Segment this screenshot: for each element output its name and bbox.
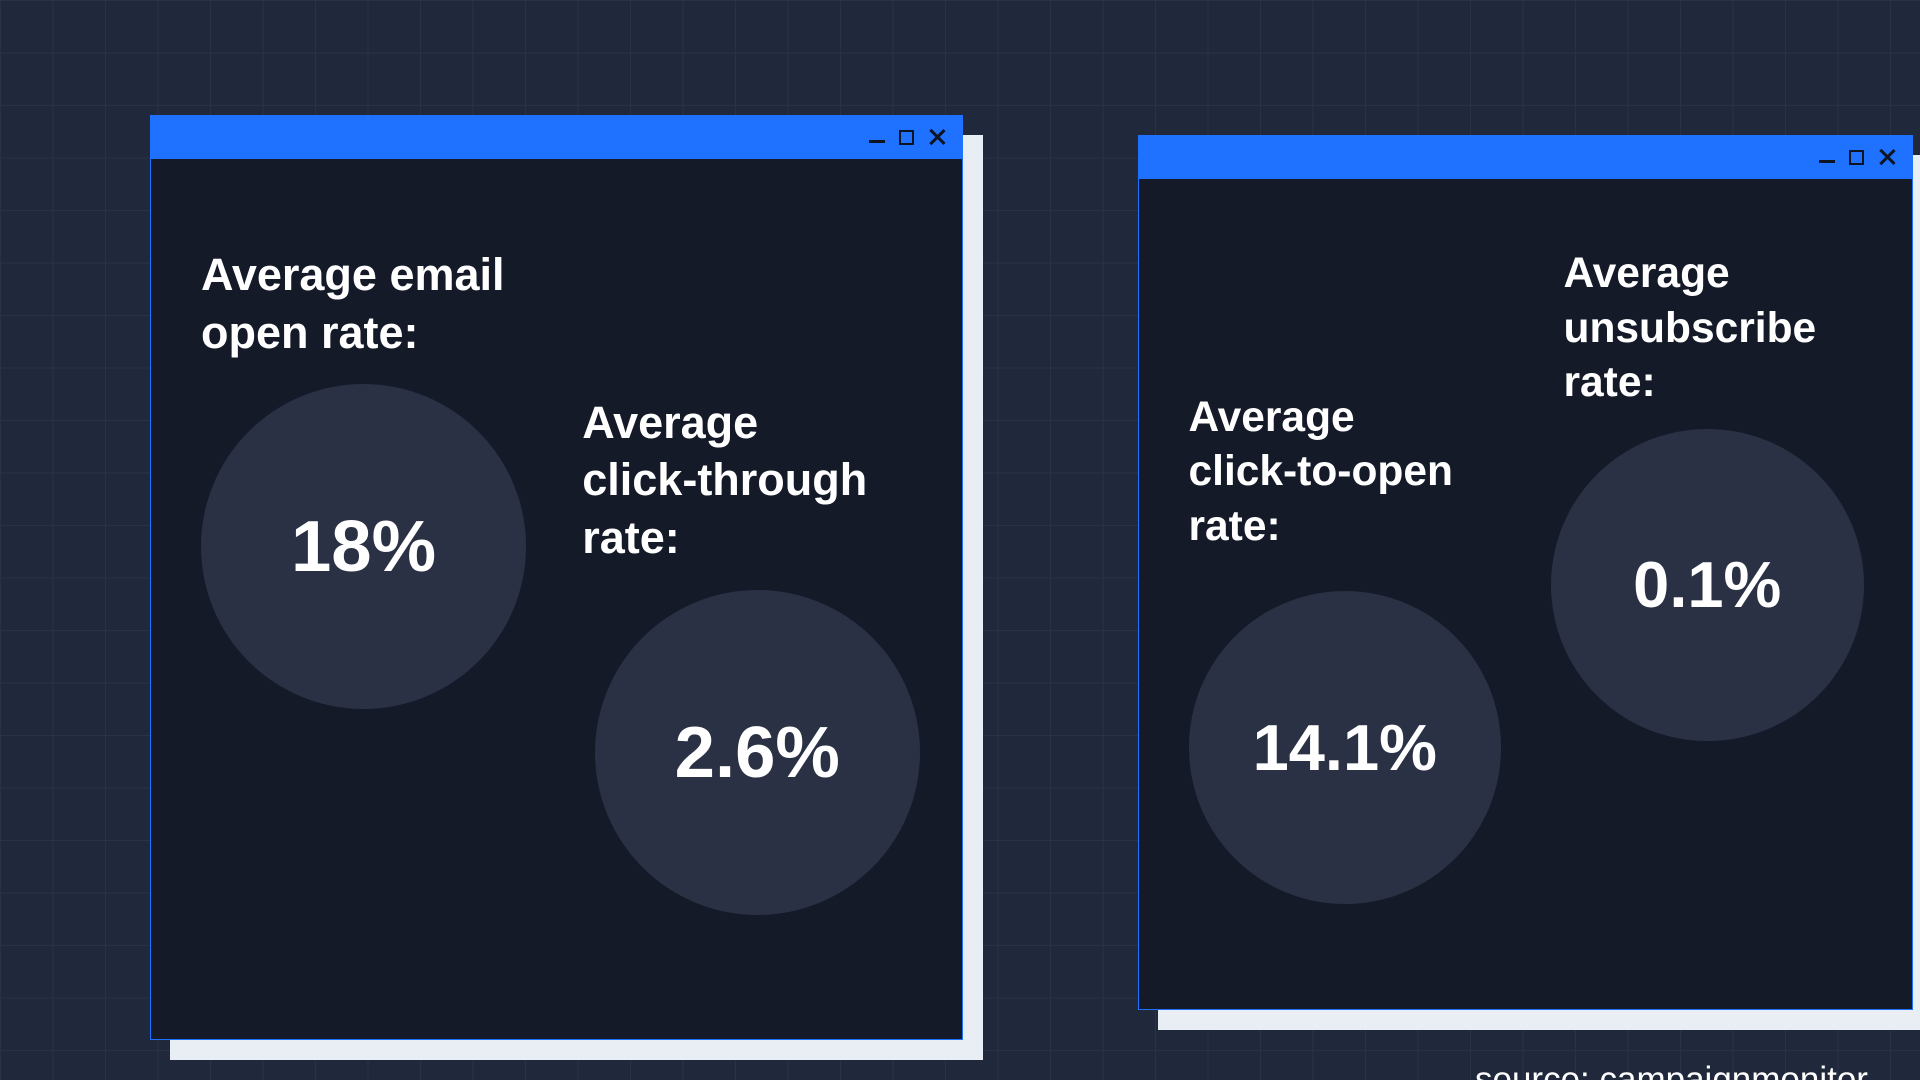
close-icon[interactable] — [1878, 148, 1896, 166]
metric-value: 0.1% — [1633, 547, 1781, 622]
panel: Average click-to-open rate:14.1%Average … — [1138, 135, 1913, 1010]
maximize-icon[interactable] — [1849, 150, 1864, 165]
metric-click-through: Average click-through rate: 2.6% — [151, 159, 962, 1048]
window-titlebar — [1139, 136, 1912, 179]
minimize-icon[interactable] — [869, 140, 885, 143]
window-titlebar — [151, 116, 962, 159]
metric-value-bubble: 0.1% — [1551, 429, 1864, 742]
panel-right: Average click-to-open rate:14.1%Average … — [1138, 135, 1913, 1010]
panel: Average email open rate:18%Average click… — [150, 115, 963, 1040]
metric-value-bubble: 2.6% — [595, 590, 920, 915]
panel-left: Average email open rate:18%Average click… — [150, 115, 963, 1040]
panel-body: Average click-to-open rate:14.1%Average … — [1139, 179, 1912, 1018]
source-attribution: source: campaignmonitor — [1475, 1060, 1868, 1080]
metric-label: Average click-through rate: — [582, 394, 867, 567]
metric-unsubscribe: Average unsubscribe rate: 0.1% — [1139, 179, 1912, 1018]
close-icon[interactable] — [928, 128, 946, 146]
maximize-icon[interactable] — [899, 130, 914, 145]
metric-value: 2.6% — [675, 711, 840, 794]
metric-label: Average unsubscribe rate: — [1564, 247, 1817, 410]
panel-body: Average email open rate:18%Average click… — [151, 159, 962, 1048]
minimize-icon[interactable] — [1819, 160, 1835, 163]
